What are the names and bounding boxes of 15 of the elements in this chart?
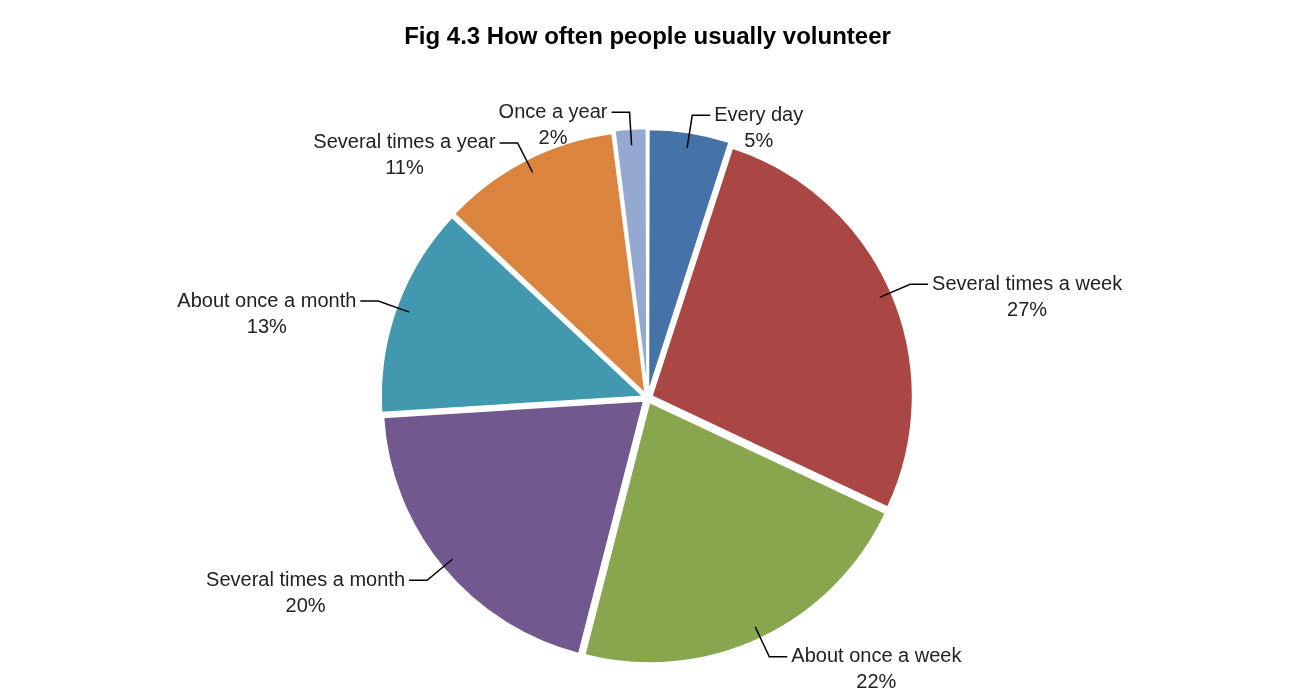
slice-label: Several times a year xyxy=(313,130,496,153)
data-label: 22% xyxy=(856,670,897,693)
slice-label: Several times a month xyxy=(206,567,406,590)
data-label: 11% xyxy=(385,156,424,179)
slice-label: Once a year xyxy=(498,99,608,122)
data-label: 20% xyxy=(285,593,326,616)
slice-label: About once a month xyxy=(177,288,357,311)
slice-label: Several times a week xyxy=(932,271,1124,294)
slice-label: About once a week xyxy=(791,644,963,667)
slice-label: Every day xyxy=(714,102,804,125)
chart-title: Fig 4.3 How often people usually volunteer xyxy=(404,22,891,50)
data-label: 2% xyxy=(538,125,568,148)
data-label: 13% xyxy=(246,314,288,337)
data-label: 27% xyxy=(1007,297,1048,320)
data-label: 5% xyxy=(744,128,774,151)
